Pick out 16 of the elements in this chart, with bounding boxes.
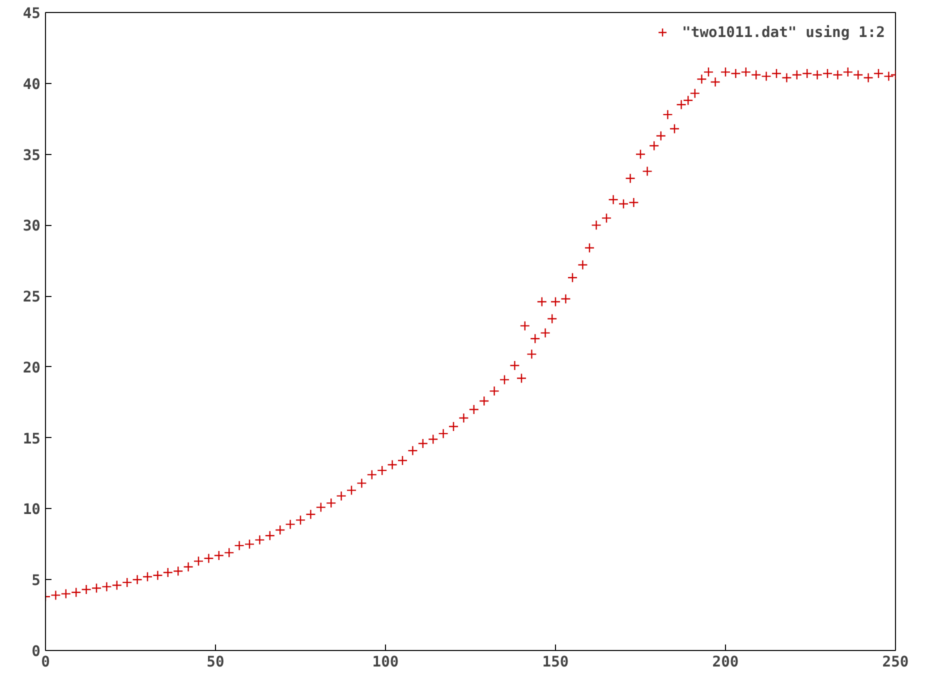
y-tick-label: 45 xyxy=(22,5,41,22)
x-tick-label: 200 xyxy=(712,654,739,670)
x-tick-label: 50 xyxy=(206,654,224,670)
y-tick-label: 35 xyxy=(22,146,41,164)
legend-label: "two1011.dat" using 1:2 xyxy=(682,24,885,40)
y-tick-label: 20 xyxy=(22,359,41,376)
y-tick-label: 10 xyxy=(22,501,41,518)
x-tick-label: 250 xyxy=(882,654,909,670)
x-tick-label: 150 xyxy=(542,654,569,670)
y-tick-label: 40 xyxy=(22,76,41,93)
y-tick-label: 0 xyxy=(32,643,41,660)
y-tick-label: 5 xyxy=(32,572,41,590)
y-tick-label: 25 xyxy=(22,288,41,306)
y-tick-label: 15 xyxy=(22,430,41,448)
y-tick-label: 30 xyxy=(22,218,41,235)
x-tick-label: 100 xyxy=(372,654,399,670)
